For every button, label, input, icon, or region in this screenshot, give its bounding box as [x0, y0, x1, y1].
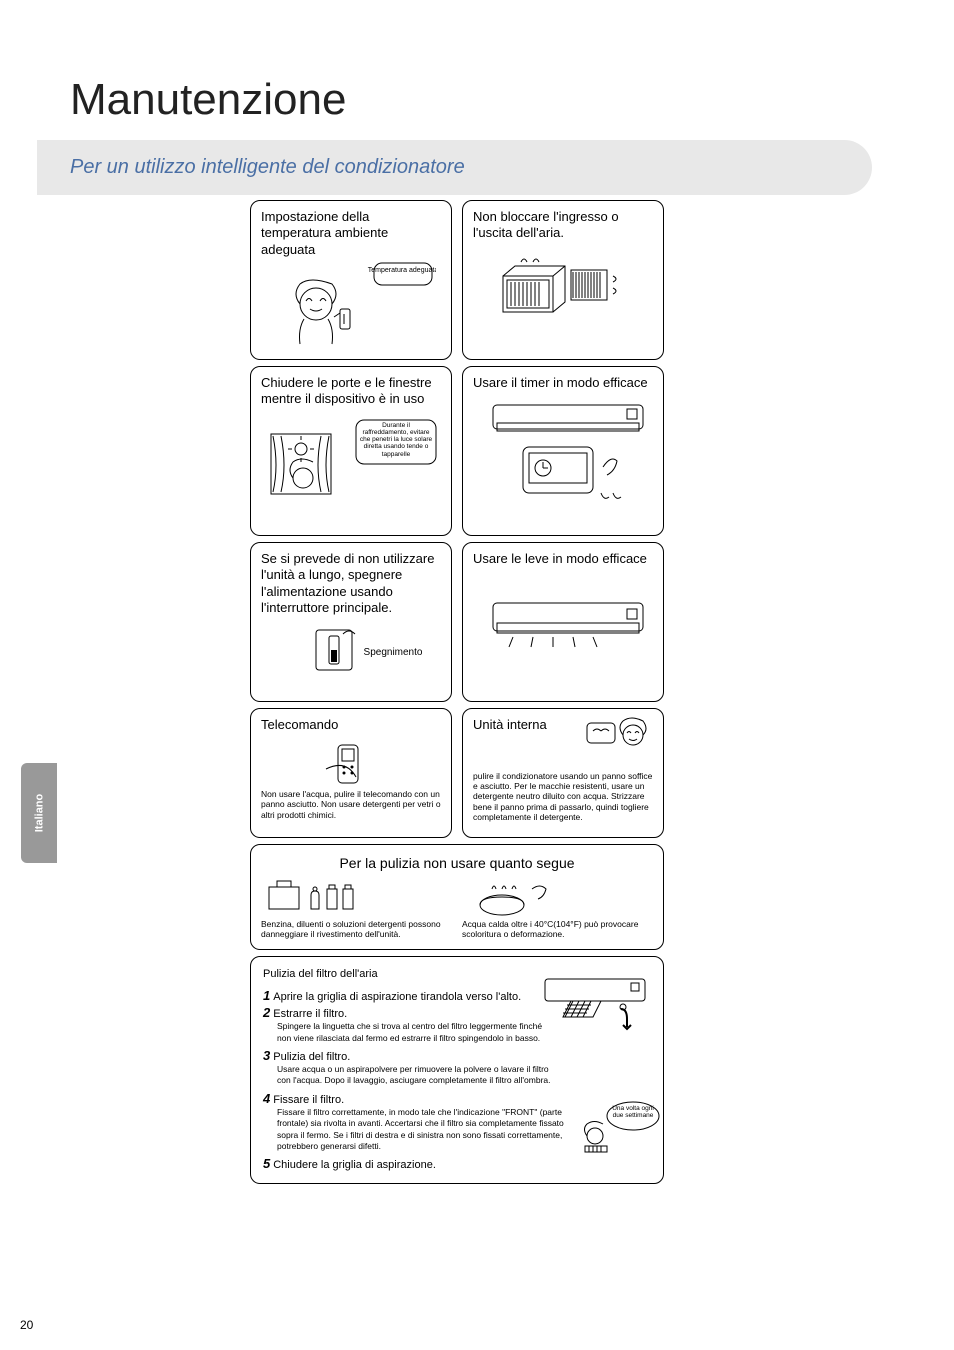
diagram-switch: Spegnimento	[261, 622, 441, 677]
noclean-box: Per la pulizia non usare quanto segue Be…	[250, 844, 664, 950]
filter-box: Pulizia del filtro dell'aria 1Aprire la …	[250, 956, 664, 1183]
tip-text: Non bloccare l'ingresso o l'uscita dell'…	[473, 209, 653, 242]
cleaning-row: Telecomando Non usare l'acqua, pulire il…	[250, 708, 670, 838]
clean-desc: Non usare l'acqua, pulire il telecomando…	[261, 789, 441, 820]
clean-title: Telecomando	[261, 717, 441, 733]
tips-row-3: Se si prevede di non utilizzare l'unità …	[250, 542, 670, 702]
step-title: Pulizia del filtro.	[273, 1051, 350, 1063]
tip-timer: Usare il timer in modo efficace	[462, 366, 664, 536]
bubble-text: Temperatura adeguata	[368, 267, 436, 274]
bubble-text: Una volta ogni due settimane	[611, 1105, 655, 1119]
tip-text: Usare il timer in modo efficace	[473, 375, 653, 391]
page-number: 20	[20, 1318, 33, 1332]
step-title: Chiudere la griglia di aspirazione.	[273, 1159, 436, 1171]
diagram-curtains: Durante il raffreddamento, evitare che p…	[261, 414, 441, 504]
filter-step-5: 5Chiudere la griglia di aspirazione.	[263, 1156, 651, 1173]
noclean-right-text: Acqua calda oltre i 40°C(104°F) può prov…	[462, 919, 653, 939]
noclean-left-text: Benzina, diluenti o soluzioni detergenti…	[261, 919, 452, 939]
diagram-cleaning-person	[583, 717, 653, 757]
tip-airflow: Non bloccare l'ingresso o l'uscita dell'…	[462, 200, 664, 360]
diagram-timer-unit	[473, 397, 653, 507]
diagram-indoor-unit	[473, 573, 653, 673]
tip-close-doors: Chiudere le porte e le finestre mentre i…	[250, 366, 452, 536]
diagram-remote	[261, 739, 441, 789]
tip-text: Chiudere le porte e le finestre mentre i…	[261, 375, 441, 408]
step-title: Aprire la griglia di aspirazione tirando…	[273, 991, 521, 1003]
clean-desc: pulire il condizionatore usando un panno…	[473, 771, 653, 822]
diagram-filter-unit	[541, 975, 651, 1035]
diagram-outdoor-unit	[473, 248, 653, 328]
page-subtitle: Per un utilizzo intelligente del condizi…	[70, 156, 465, 179]
language-tab: Italiano	[21, 763, 57, 863]
tip-louvers: Usare le leve in modo efficace	[462, 542, 664, 702]
step-desc: Spingere la linguetta che si trova al ce…	[277, 1021, 557, 1043]
page-title: Manutenzione	[70, 75, 346, 125]
tip-power-off: Se si prevede di non utilizzare l'unità …	[250, 542, 452, 702]
noclean-right: Acqua calda oltre i 40°C(104°F) può prov…	[462, 879, 653, 939]
step-desc: Usare acqua o un aspirapolvere per rimuo…	[277, 1064, 557, 1086]
tip-temperature: Impostazione della temperatura ambiente …	[250, 200, 452, 360]
switch-label: Spegnimento	[364, 647, 423, 658]
clean-remote: Telecomando Non usare l'acqua, pulire il…	[250, 708, 452, 838]
tip-text: Usare le leve in modo efficace	[473, 551, 653, 567]
noclean-title: Per la pulizia non usare quanto segue	[261, 855, 653, 871]
step-title: Fissare il filtro.	[273, 1094, 344, 1106]
clean-indoor: Unità interna pulire il condizionatore u…	[462, 708, 664, 838]
diagram-chemicals	[261, 879, 381, 919]
tips-row-2: Chiudere le porte e le finestre mentre i…	[250, 366, 670, 536]
tip-text: Se si prevede di non utilizzare l'unità …	[261, 551, 441, 616]
language-tab-text: Italiano	[33, 794, 45, 833]
noclean-left: Benzina, diluenti o soluzioni detergenti…	[261, 879, 452, 939]
bubble-text: Durante il raffreddamento, evitare che p…	[359, 422, 433, 458]
filter-bubble: Una volta ogni due settimane	[581, 1100, 651, 1155]
step-title: Estrarre il filtro.	[273, 1008, 347, 1020]
tips-row-1: Impostazione della temperatura ambiente …	[250, 200, 670, 360]
step-desc: Fissare il filtro correttamente, in modo…	[277, 1107, 577, 1151]
filter-step-3: 3Pulizia del filtro.	[263, 1048, 651, 1065]
diagram-hot-water	[462, 879, 582, 919]
content-area: Impostazione della temperatura ambiente …	[250, 200, 670, 1184]
clean-title: Unità interna	[473, 717, 583, 733]
diagram-person-remote: Temperatura adeguata	[261, 264, 441, 344]
subtitle-bar: Per un utilizzo intelligente del condizi…	[37, 140, 872, 195]
tip-text: Impostazione della temperatura ambiente …	[261, 209, 441, 258]
